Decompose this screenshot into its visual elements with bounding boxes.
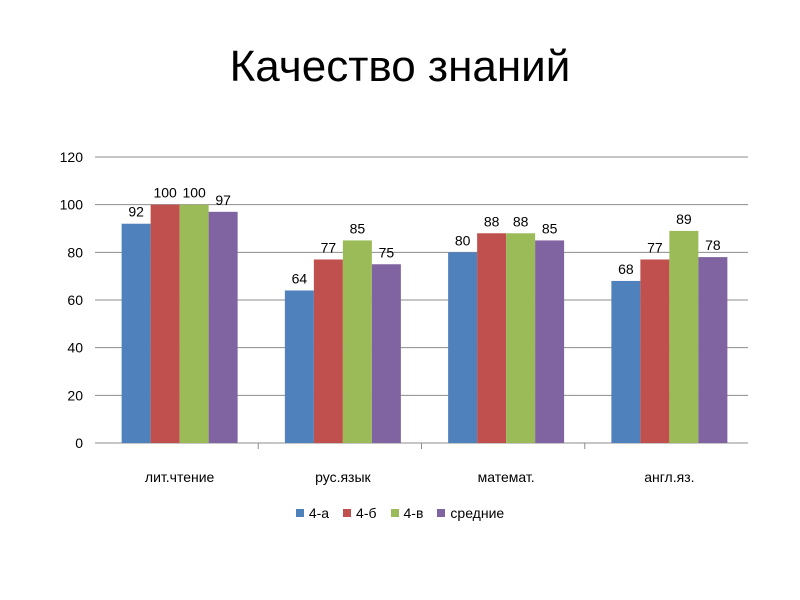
data-label: 77 — [647, 239, 663, 255]
x-tick-label: лит.чтение — [145, 469, 215, 485]
legend-label: средние — [450, 505, 505, 521]
bar — [506, 233, 536, 443]
bar — [477, 233, 507, 443]
y-tick-label: 20 — [67, 387, 83, 403]
data-label: 97 — [215, 192, 231, 208]
data-label: 85 — [542, 220, 558, 236]
legend: 4-а 4-б 4-в средние — [0, 505, 800, 521]
data-label: 100 — [153, 185, 177, 201]
bar — [371, 264, 401, 443]
x-tick-label: англ.яз. — [644, 469, 694, 485]
y-axis-ticks: 0 20 40 60 80 100 120 — [60, 149, 84, 451]
bar — [313, 259, 343, 443]
data-label: 77 — [321, 239, 337, 255]
bar-chart: 0 20 40 60 80 100 120 92 100 100 97 64 77 85 75 80 88 88… — [60, 149, 748, 485]
x-tick-label: математ. — [478, 469, 535, 485]
bar — [535, 240, 565, 443]
y-tick-label: 60 — [67, 292, 83, 308]
y-tick-label: 0 — [75, 435, 83, 451]
legend-label: 4-в — [403, 505, 424, 521]
y-tick-label: 120 — [60, 149, 84, 165]
chart-title: Качество знаний — [229, 42, 571, 91]
legend-swatch — [437, 509, 446, 517]
y-tick-label: 80 — [67, 244, 83, 260]
data-label: 89 — [676, 211, 692, 227]
bar — [342, 240, 372, 443]
bar — [669, 230, 699, 443]
data-label: 92 — [128, 204, 144, 220]
data-label: 80 — [455, 232, 471, 248]
y-tick-label: 40 — [67, 340, 83, 356]
legend-swatch — [343, 509, 352, 517]
data-label: 100 — [182, 185, 206, 201]
data-label: 68 — [618, 261, 634, 277]
bar — [208, 211, 238, 443]
bar — [284, 290, 314, 443]
bar — [640, 259, 670, 443]
bar — [179, 204, 209, 443]
data-label: 78 — [705, 237, 721, 253]
bar — [150, 204, 180, 443]
legend-item: 4-б — [343, 505, 377, 521]
x-axis: лит.чтение рус.язык математ. англ.яз. — [145, 443, 695, 485]
legend-swatch — [295, 509, 304, 517]
data-label: 75 — [379, 244, 395, 260]
bars — [121, 204, 728, 443]
x-tick-label: рус.язык — [315, 469, 371, 485]
bar — [121, 223, 151, 443]
legend-swatch — [390, 509, 399, 517]
legend-label: 4-а — [308, 505, 330, 521]
data-label: 64 — [292, 270, 308, 286]
bar — [698, 257, 728, 443]
data-label: 88 — [513, 213, 529, 229]
data-label: 85 — [350, 220, 366, 236]
data-labels: 92 100 100 97 64 77 85 75 80 88 88 85 68 77 89 78 — [128, 185, 721, 287]
bar — [448, 252, 478, 443]
y-tick-label: 100 — [60, 197, 84, 213]
bar — [611, 280, 641, 443]
legend-label: 4-б — [356, 505, 377, 521]
legend-item: 4-а — [295, 505, 330, 521]
legend-item: средние — [437, 505, 504, 521]
data-label: 88 — [484, 213, 500, 229]
legend-item: 4-в — [390, 505, 424, 521]
